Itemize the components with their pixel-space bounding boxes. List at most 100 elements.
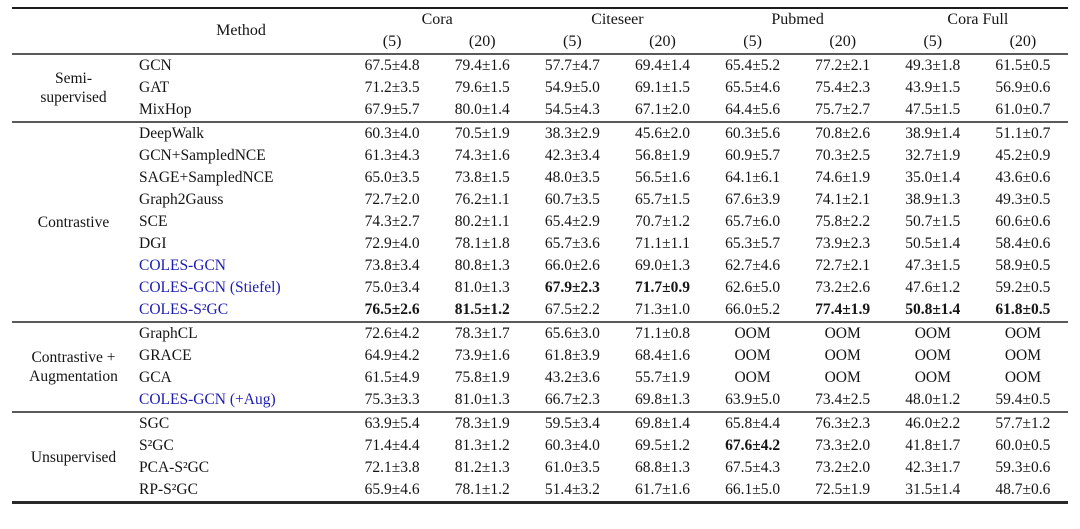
value-cell: 74.1±2.1: [815, 191, 871, 208]
value-cell: 61.8±0.5: [995, 301, 1051, 318]
value-cell: 32.7±1.9: [905, 147, 961, 164]
value-cell: 49.3±0.5: [995, 191, 1051, 208]
group-label-cell: Contrastive: [37, 213, 110, 231]
value-cell: 71.1±1.1: [634, 235, 690, 252]
method-name-cell: COLES-GCN (Stiefel): [139, 279, 281, 296]
method-name-cell: GCN+SampledNCE: [139, 147, 266, 164]
value-cell: OOM: [734, 369, 771, 386]
value-cell: 77.4±1.9: [815, 301, 871, 318]
subheader-corafull-5: (5): [923, 33, 943, 50]
method-name-cell: RP-S²GC: [139, 481, 198, 498]
value-cell: 75.8±2.2: [815, 213, 871, 230]
method-group: Unsupervised SGC 63.9±5.4 78.3±1.9 59.5±3.4 6…: [12, 412, 1068, 503]
value-cell: 78.3±1.9: [454, 415, 510, 432]
table-row: RP-S²GC 65.9±4.6 78.1±1.2 51.4±3.2 61.7±1.6 6…: [12, 479, 1068, 503]
method-name-cell: GRACE: [139, 347, 192, 364]
value-cell: 67.5±4.3: [725, 459, 781, 476]
method-name-cell: COLES-GCN (+Aug): [139, 391, 276, 408]
value-cell: 71.7±0.9: [634, 279, 690, 296]
value-cell: 80.8±1.3: [454, 257, 510, 274]
value-cell: 77.2±2.1: [815, 57, 871, 74]
method-name-cell: S²GC: [139, 437, 174, 454]
value-cell: 72.5±1.9: [815, 481, 871, 498]
value-cell: 75.3±3.3: [364, 391, 420, 408]
value-cell: 71.2±3.5: [364, 79, 420, 96]
method-name-cell: GCN: [139, 57, 172, 74]
value-cell: 76.2±1.1: [454, 191, 510, 208]
value-cell: 67.5±4.8: [364, 57, 420, 74]
value-cell: 66.7±2.3: [544, 391, 600, 408]
method-name-cell: GraphCL: [139, 325, 198, 342]
table-row: GAT 71.2±3.5 79.6±1.5 54.9±5.0 69.1±1.5 65.5±…: [12, 77, 1068, 99]
value-cell: 47.5±1.5: [905, 101, 961, 118]
value-cell: 60.0±0.5: [995, 437, 1051, 454]
value-cell: 47.3±1.5: [905, 257, 961, 274]
column-header-pubmed: Pubmed: [771, 11, 824, 28]
value-cell: 69.1±1.5: [634, 79, 690, 96]
value-cell: 81.0±1.3: [454, 391, 510, 408]
value-cell: 79.4±1.6: [454, 57, 510, 74]
value-cell: 60.7±3.5: [544, 191, 600, 208]
value-cell: 43.6±0.6: [995, 169, 1051, 186]
value-cell: 59.2±0.5: [995, 279, 1051, 296]
value-cell: 72.7±2.1: [815, 257, 871, 274]
table-row: COLES-GCN (+Aug) 75.3±3.3 81.0±1.3 66.7±2.3…: [12, 389, 1068, 412]
table-header: Method Cora Citeseer Pubmed Cora Full (5…: [12, 8, 1068, 54]
value-cell: 38.9±1.3: [905, 191, 961, 208]
value-cell: 51.4±3.2: [544, 481, 600, 498]
method-name-cell: DGI: [139, 235, 167, 252]
value-cell: 56.8±1.9: [634, 147, 690, 164]
value-cell: 50.5±1.4: [905, 235, 961, 252]
method-name-cell: GCA: [139, 369, 172, 386]
value-cell: 38.3±2.9: [544, 125, 600, 142]
value-cell: 73.9±2.3: [815, 235, 871, 252]
table-row: COLES-GCN (Stiefel) 75.0±3.4 81.0±1.3 67.9±…: [12, 277, 1068, 299]
value-cell: OOM: [734, 347, 771, 364]
method-name-cell: SGC: [139, 415, 170, 432]
value-cell: 73.3±2.0: [815, 437, 871, 454]
value-cell: 69.5±1.2: [634, 437, 690, 454]
value-cell: 65.7±3.6: [544, 235, 600, 252]
value-cell: 68.8±1.3: [634, 459, 690, 476]
value-cell: 60.3±4.0: [364, 125, 420, 142]
table-row: Contrastive + Augmentation GraphCL 72.6±4.…: [12, 322, 1068, 385]
table-row: SCE 74.3±2.7 80.2±1.1 65.4±2.9 70.7±1.2 65.7±…: [12, 211, 1068, 233]
value-cell: 76.3±2.3: [815, 415, 871, 432]
value-cell: 65.8±4.4: [725, 415, 781, 432]
value-cell: 45.2±0.9: [995, 147, 1051, 164]
value-cell: 72.6±4.2: [364, 325, 420, 342]
value-cell: 80.2±1.1: [454, 213, 510, 230]
value-cell: 63.9±5.0: [725, 391, 781, 408]
value-cell: 60.3±4.0: [544, 437, 600, 454]
value-cell: 64.1±6.1: [725, 169, 781, 186]
value-cell: 57.7±1.2: [995, 415, 1051, 432]
value-cell: 65.9±4.6: [364, 481, 420, 498]
value-cell: 43.9±1.5: [905, 79, 961, 96]
table-row: GCA 61.5±4.9 75.8±1.9 43.2±3.6 55.7±1.9 OOM OO…: [12, 367, 1068, 389]
column-header-cora: Cora: [421, 11, 453, 28]
value-cell: 80.0±1.4: [454, 101, 510, 118]
method-name-cell: PCA-S²GC: [139, 459, 210, 476]
value-cell: 81.2±1.3: [454, 459, 510, 476]
value-cell: 46.0±2.2: [905, 415, 961, 432]
subheader-pubmed-20: (20): [829, 33, 857, 50]
table-row: MixHop 67.9±5.7 80.0±1.4 54.5±4.3 67.1±2.0 64…: [12, 99, 1068, 122]
value-cell: OOM: [1004, 369, 1042, 386]
value-cell: 74.3±2.7: [364, 213, 420, 230]
value-cell: 42.3±3.4: [544, 147, 600, 164]
value-cell: 66.0±5.2: [725, 301, 781, 318]
paper-page: Method Cora Citeseer Pubmed Cora Full (5…: [12, 7, 1068, 504]
value-cell: 73.8±1.5: [454, 169, 510, 186]
value-cell: 62.6±5.0: [725, 279, 781, 296]
value-cell: 69.0±1.3: [634, 257, 690, 274]
method-group: Contrastive DeepWalk 60.3±4.0 70.5±1.9 38.3±…: [12, 122, 1068, 322]
value-cell: 65.5±4.6: [725, 79, 781, 96]
value-cell: OOM: [914, 347, 951, 364]
group-label-cell: Contrastive + Augmentation: [29, 349, 118, 385]
value-cell: 60.6±0.6: [995, 213, 1051, 230]
value-cell: 65.4±5.2: [725, 57, 781, 74]
value-cell: 74.6±1.9: [815, 169, 871, 186]
group-label-cell: Unsupervised: [30, 448, 117, 466]
value-cell: 60.9±5.7: [725, 147, 781, 164]
method-name-cell: MixHop: [139, 101, 192, 118]
